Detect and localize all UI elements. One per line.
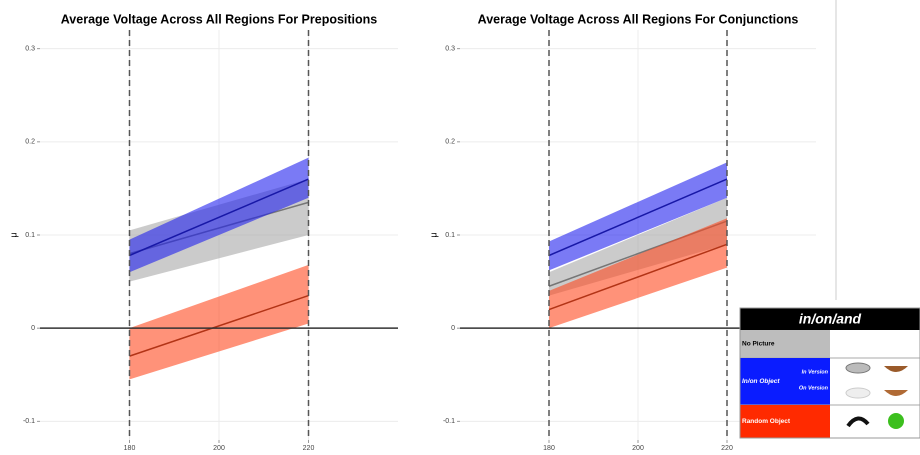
y-tick-label: 0.2 <box>445 139 455 146</box>
y-axis-label: μ <box>428 232 438 237</box>
chart-title: Average Voltage Across All Regions For P… <box>61 12 378 26</box>
y-axis-label: μ <box>8 232 18 237</box>
y-tick-label: 0.2 <box>25 139 35 146</box>
bowl-icon <box>884 390 908 396</box>
x-tick-label: 220 <box>303 445 315 452</box>
y-tick-label: 0 <box>31 325 35 332</box>
legend-box <box>739 307 920 439</box>
legend-swatch <box>740 405 830 438</box>
ribbon <box>129 157 309 273</box>
y-tick-label: 0.1 <box>445 232 455 239</box>
legend-swatch <box>740 358 830 405</box>
apple-icon <box>888 413 904 429</box>
headphones-icon <box>846 416 870 428</box>
legend-label: Random Object <box>742 418 791 425</box>
legend-label: In/on Object <box>742 378 780 385</box>
plate-icon <box>845 362 871 374</box>
legend-title-bar <box>740 308 920 330</box>
legend-swatch <box>740 330 830 358</box>
line <box>129 178 309 257</box>
charts: Average Voltage Across All Regions For P… <box>8 12 816 452</box>
y-tick-label: -0.1 <box>23 418 35 425</box>
legend: in/on/and No Picture In/on Object In Versio… <box>739 307 920 439</box>
line <box>548 178 728 257</box>
legend-version: On Version <box>799 385 829 391</box>
x-tick-label: 180 <box>543 445 555 452</box>
ribbon <box>129 264 309 380</box>
legend-label: No Picture <box>742 341 775 348</box>
plate-icon <box>845 387 871 399</box>
legend-version: In Version <box>802 369 829 375</box>
x-tick-label: 200 <box>632 445 644 452</box>
x-tick-label: 200 <box>213 445 225 452</box>
y-tick-label: -0.1 <box>443 418 455 425</box>
y-tick-label: 0.3 <box>25 45 35 52</box>
y-tick-label: 0 <box>451 325 455 332</box>
chart-title: Average Voltage Across All Regions For C… <box>478 12 799 26</box>
ribbon <box>549 162 727 271</box>
line <box>129 294 309 357</box>
ribbon <box>549 197 727 296</box>
y-tick-label: 0.3 <box>445 45 455 52</box>
ribbon <box>549 218 727 329</box>
x-tick-label: 220 <box>721 445 733 452</box>
bowl-icon <box>884 366 908 372</box>
line <box>548 243 728 311</box>
legend-title: in/on/and <box>799 311 862 327</box>
x-tick-label: 180 <box>124 445 136 452</box>
y-tick-label: 0.1 <box>25 232 35 239</box>
